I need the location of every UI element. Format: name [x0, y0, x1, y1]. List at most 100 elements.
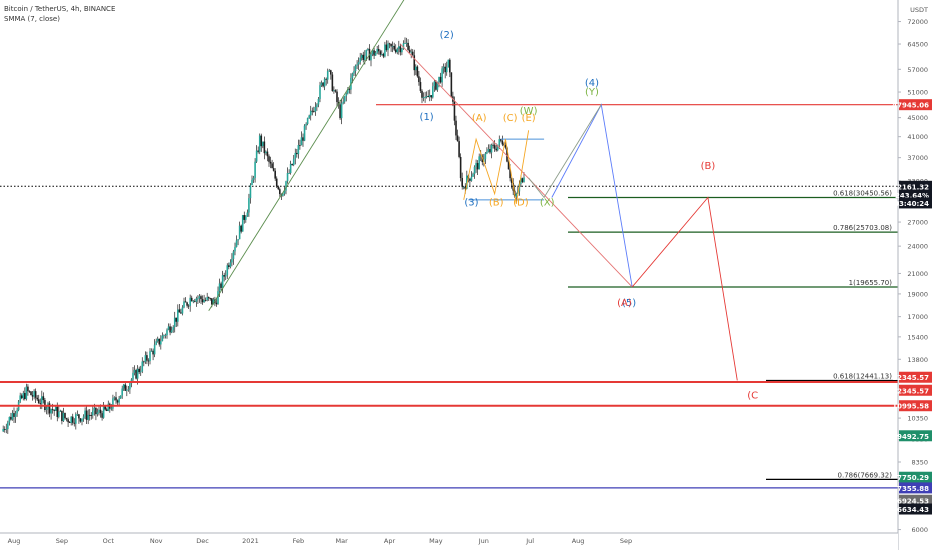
candle-body: [313, 111, 315, 112]
candle-body: [217, 291, 219, 305]
candle-body: [388, 43, 391, 45]
projection-path: [551, 103, 633, 288]
candle-body: [493, 145, 496, 149]
candle-body: [116, 400, 119, 403]
candle-body: [309, 110, 312, 116]
candle-body: [61, 410, 63, 422]
candle-body: [104, 405, 106, 410]
candle-body: [347, 88, 349, 94]
candle-body: [190, 297, 193, 302]
candle-body: [24, 392, 26, 400]
currency-label: USDT: [910, 6, 928, 14]
candle-body: [198, 296, 201, 299]
y-tick-label: 13800: [907, 356, 928, 364]
price-tag: 12345.57: [892, 374, 929, 382]
candle-body: [356, 64, 358, 66]
candle-body: [143, 361, 145, 363]
y-tick-label: 17000: [907, 313, 928, 321]
candle-body: [229, 262, 232, 267]
candle-body: [37, 399, 40, 404]
candle-body: [428, 95, 431, 98]
candle-body: [189, 297, 191, 306]
candle-body: [113, 397, 116, 399]
candle-body: [371, 50, 374, 55]
candle-body: [459, 156, 462, 179]
candle-body: [396, 48, 399, 53]
candle-body: [334, 90, 337, 92]
candle-body: [484, 153, 487, 160]
candle-body: [390, 43, 392, 47]
candle-body: [271, 163, 273, 169]
candle-body: [22, 392, 25, 399]
candle-body: [132, 372, 134, 380]
candle-body: [436, 81, 439, 90]
time-axis-bg: [0, 533, 898, 550]
candle-body: [479, 155, 482, 157]
x-tick-label: Feb: [293, 537, 305, 545]
candle-body: [212, 299, 215, 305]
candle-body: [99, 409, 102, 414]
candle-body: [492, 144, 494, 146]
projection-path: [208, 0, 405, 311]
wave-label: (2): [440, 30, 454, 41]
wave-label: (X): [540, 197, 555, 208]
candle-body: [107, 403, 110, 411]
price-tag: 10995.58: [892, 403, 929, 411]
candle-body: [226, 265, 229, 276]
candle-body: [220, 283, 222, 288]
candle-body: [204, 300, 207, 301]
candle-body: [288, 173, 290, 174]
candle-body: [438, 76, 440, 82]
candle-body: [181, 307, 184, 314]
candle-body: [504, 145, 507, 148]
y-tick-label: 19000: [907, 290, 928, 298]
candle-body: [257, 150, 259, 152]
candle-body: [7, 422, 9, 430]
candle-body: [51, 409, 54, 411]
candle-body: [469, 178, 471, 181]
candle-body: [379, 51, 382, 55]
candle-body: [501, 140, 504, 145]
candle-body: [183, 301, 185, 308]
candle-body: [161, 335, 164, 342]
candle-body: [150, 350, 153, 352]
candle-body: [258, 135, 261, 152]
candle-body: [170, 330, 173, 333]
candle-body: [279, 189, 281, 195]
candle-body: [101, 413, 103, 418]
candle-body: [308, 115, 310, 119]
candle-body: [391, 45, 394, 47]
candle-body: [286, 173, 289, 182]
candle-body: [68, 422, 71, 423]
candle-body: [269, 161, 272, 164]
candle-body: [442, 66, 445, 69]
candle-body: [163, 335, 165, 337]
x-tick-label: Sep: [56, 537, 68, 545]
candle-body: [149, 351, 151, 362]
candle-body: [449, 59, 451, 73]
candle-body: [167, 326, 170, 330]
price-tag-bg: [899, 400, 932, 412]
candle-body: [408, 49, 411, 53]
candle-body: [515, 193, 518, 197]
candle-body: [435, 81, 437, 90]
candle-body: [135, 370, 137, 379]
candle-body: [209, 298, 212, 299]
candle-body: [197, 298, 199, 300]
candle-body: [160, 341, 162, 345]
candle-body: [177, 309, 179, 322]
candle-body: [81, 418, 83, 422]
x-tick-label: Nov: [150, 537, 163, 545]
candle-body: [34, 391, 37, 398]
wave-label: (4): [585, 78, 599, 89]
candle-body: [215, 302, 218, 305]
candle-body: [360, 54, 363, 58]
candle-body: [243, 215, 246, 220]
candle-body: [141, 361, 144, 372]
candle-body: [31, 395, 34, 397]
projection-path: [400, 43, 633, 288]
candle-body: [56, 406, 59, 417]
candle-body: [404, 43, 406, 44]
candle-body: [464, 186, 467, 189]
